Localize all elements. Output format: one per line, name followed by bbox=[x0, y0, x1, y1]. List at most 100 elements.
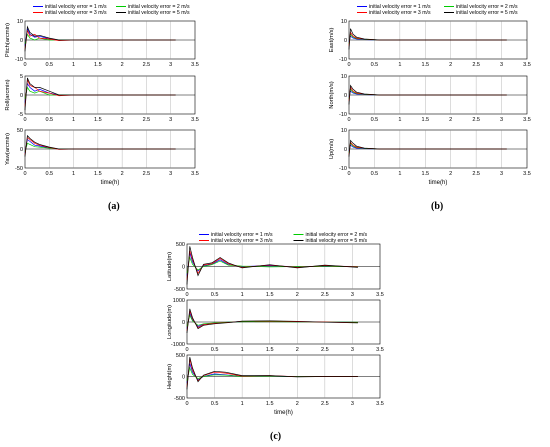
x-tick-label: 2.5 bbox=[143, 171, 151, 177]
x-tick-label: 2 bbox=[296, 292, 299, 298]
y-tick-label: -10 bbox=[339, 112, 347, 118]
y-tick-label: 50 bbox=[17, 128, 23, 134]
y-tick-label: 0 bbox=[20, 38, 23, 44]
x-tick-label: 0.5 bbox=[45, 62, 53, 68]
x-tick-label: 0.5 bbox=[211, 401, 219, 407]
x-tick-label: 2 bbox=[121, 62, 124, 68]
y-tick-label: 500 bbox=[176, 353, 185, 359]
y-tick-label: -1000 bbox=[171, 342, 185, 348]
legend-entry: initial velocity error = 5 m/s bbox=[128, 10, 190, 16]
series-line bbox=[186, 250, 358, 281]
y-tick-label: 0 bbox=[20, 93, 23, 99]
legend-entry: initial velocity error = 2 m/s bbox=[128, 4, 190, 10]
x-tick-label: 0 bbox=[347, 171, 350, 177]
y-tick-label: 500 bbox=[176, 242, 185, 248]
x-tick-label: 3.5 bbox=[523, 62, 531, 68]
legend-entry: initial velocity error = 1 m/s bbox=[369, 4, 431, 10]
y-tick-label: 10 bbox=[17, 19, 23, 25]
x-tick-label: 1 bbox=[72, 62, 75, 68]
y-tick-label: -50 bbox=[15, 166, 23, 172]
series-line bbox=[348, 28, 507, 50]
y-axis-label: Up(m/s) bbox=[329, 139, 335, 160]
x-tick-label: 3 bbox=[169, 171, 172, 177]
y-axis-label: Roll(arcmin) bbox=[5, 79, 11, 110]
legend-entry: initial velocity error = 5 m/s bbox=[306, 238, 368, 244]
series-line bbox=[186, 357, 358, 390]
x-tick-label: 3 bbox=[500, 117, 503, 123]
x-tick-label: 2 bbox=[449, 117, 452, 123]
series-line bbox=[186, 308, 358, 334]
x-tick-label: 0 bbox=[185, 347, 188, 353]
y-axis-label: Longitude(m) bbox=[167, 305, 173, 339]
x-tick-label: 2 bbox=[449, 171, 452, 177]
x-tick-label: 3.5 bbox=[523, 117, 531, 123]
series-line bbox=[186, 252, 358, 276]
legend-entry: initial velocity error = 3 m/s bbox=[369, 10, 431, 16]
x-tick-label: 1.5 bbox=[94, 62, 102, 68]
x-tick-label: 3.5 bbox=[191, 171, 199, 177]
x-tick-label: 2.5 bbox=[472, 117, 480, 123]
x-tick-label: 1.5 bbox=[421, 171, 429, 177]
series-line bbox=[24, 77, 176, 111]
x-tick-label: 3 bbox=[169, 62, 172, 68]
x-tick-label: 0 bbox=[23, 171, 26, 177]
y-tick-label: 10 bbox=[341, 128, 347, 134]
x-tick-label: 0.5 bbox=[211, 292, 219, 298]
x-axis-label: time(h) bbox=[101, 180, 120, 186]
y-tick-label: 0 bbox=[182, 375, 185, 381]
series-line bbox=[24, 134, 176, 157]
x-tick-label: 0.5 bbox=[211, 347, 219, 353]
x-tick-label: 3.5 bbox=[376, 401, 384, 407]
x-tick-label: 2 bbox=[296, 401, 299, 407]
x-tick-label: 1.5 bbox=[94, 171, 102, 177]
legend-entry: initial velocity error = 5 m/s bbox=[456, 10, 518, 16]
x-tick-label: 0 bbox=[185, 401, 188, 407]
y-tick-label: 0 bbox=[344, 93, 347, 99]
x-tick-label: 1 bbox=[398, 62, 401, 68]
y-tick-label: 10 bbox=[341, 19, 347, 25]
y-tick-label: 10 bbox=[341, 74, 347, 80]
x-tick-label: 2.5 bbox=[321, 292, 329, 298]
y-tick-label: 0 bbox=[20, 147, 23, 153]
legend-entry: initial velocity error = 3 m/s bbox=[211, 238, 273, 244]
x-tick-label: 1 bbox=[398, 171, 401, 177]
x-tick-label: 1.5 bbox=[421, 117, 429, 123]
y-tick-label: -500 bbox=[174, 287, 185, 293]
x-tick-label: 1 bbox=[72, 117, 75, 123]
x-tick-label: 3 bbox=[500, 62, 503, 68]
x-tick-label: 2.5 bbox=[143, 117, 151, 123]
x-tick-label: 1.5 bbox=[266, 347, 274, 353]
x-tick-label: 1.5 bbox=[266, 401, 274, 407]
x-tick-label: 0 bbox=[23, 117, 26, 123]
x-tick-label: 3.5 bbox=[523, 171, 531, 177]
y-axis-label: North(m/s) bbox=[329, 81, 335, 108]
x-tick-label: 3.5 bbox=[191, 62, 199, 68]
x-tick-label: 0.5 bbox=[371, 117, 379, 123]
series-line bbox=[186, 246, 358, 285]
x-tick-label: 3 bbox=[351, 347, 354, 353]
y-tick-label: 5 bbox=[20, 74, 23, 80]
x-tick-label: 0.5 bbox=[371, 62, 379, 68]
x-tick-label: 3 bbox=[351, 401, 354, 407]
y-tick-label: -10 bbox=[15, 57, 23, 63]
x-tick-label: 1 bbox=[241, 292, 244, 298]
x-tick-label: 2.5 bbox=[472, 62, 480, 68]
x-tick-label: 0 bbox=[185, 292, 188, 298]
y-axis-label: East(m/s) bbox=[329, 28, 335, 53]
x-tick-label: 2 bbox=[121, 171, 124, 177]
x-tick-label: 2 bbox=[296, 347, 299, 353]
x-tick-label: 3 bbox=[500, 171, 503, 177]
x-tick-label: 2.5 bbox=[321, 401, 329, 407]
y-tick-label: 0 bbox=[182, 265, 185, 271]
x-tick-label: 1 bbox=[72, 171, 75, 177]
x-tick-label: 3 bbox=[169, 117, 172, 123]
y-tick-label: -5 bbox=[18, 112, 23, 118]
x-tick-label: 2.5 bbox=[472, 171, 480, 177]
legend-entry: initial velocity error = 2 m/s bbox=[306, 232, 368, 238]
x-tick-label: 0.5 bbox=[371, 171, 379, 177]
x-tick-label: 0.5 bbox=[45, 117, 53, 123]
x-tick-label: 2 bbox=[121, 117, 124, 123]
x-axis-label: time(h) bbox=[274, 410, 293, 416]
x-tick-label: 3.5 bbox=[376, 292, 384, 298]
